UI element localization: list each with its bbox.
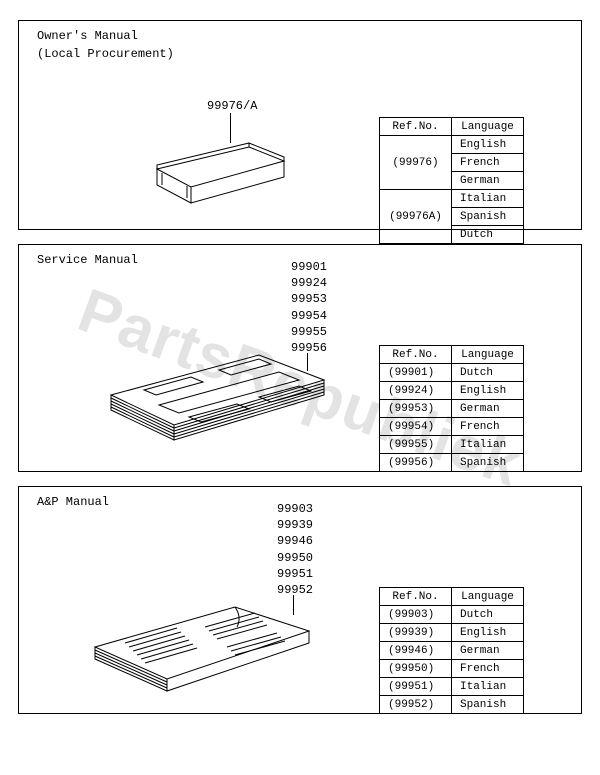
th-lang: Language [452,588,524,606]
panel-ap-manual: A&P Manual 99903 99939 99946 99950 99951… [18,486,582,714]
cell-lang: English [452,624,524,642]
title-line: A&P Manual [37,495,109,509]
cell-lang: Spanish [452,696,524,714]
cell-lang: French [452,418,524,436]
num: 99950 [277,551,313,565]
panel-service-manual: Service Manual 99901 99924 99953 99954 9… [18,244,582,472]
cell-ref: (99951) [380,678,452,696]
num: 99954 [291,309,327,323]
title-line: Service Manual [37,253,138,267]
th-lang: Language [452,346,524,364]
cell-ref: (99976A) [380,190,452,244]
open-book-drawing [87,599,322,707]
cell-ref: (99946) [380,642,452,660]
th-ref: Ref.No. [380,588,452,606]
cell-lang: Italian [452,678,524,696]
panel-title: A&P Manual [37,493,109,511]
panel-owners-manual: Owner's Manual (Local Procurement) 99976… [18,20,582,230]
leader-line [230,113,231,143]
ref-label: 99976/A [207,99,257,113]
closed-book-drawing [149,139,289,211]
cell-lang: Dutch [452,226,524,244]
ref-table-ap: Ref.No.Language (99903)Dutch (99939)Engl… [379,587,524,714]
cell-lang: Spanish [452,208,524,226]
cell-lang: Italian [452,436,524,454]
cell-lang: Dutch [452,606,524,624]
cell-ref: (99950) [380,660,452,678]
num: 99952 [277,583,313,597]
cell-lang: Dutch [452,364,524,382]
cell-lang: English [452,382,524,400]
cell-ref: (99956) [380,454,452,472]
cell-lang: French [452,660,524,678]
cell-lang: German [452,400,524,418]
th-ref: Ref.No. [380,118,452,136]
num: 99946 [277,534,313,548]
num: 99951 [277,567,313,581]
cell-lang: German [452,642,524,660]
numbers-column: 99903 99939 99946 99950 99951 99952 [277,501,313,598]
num: 99953 [291,292,327,306]
cell-ref: (99953) [380,400,452,418]
num: 99955 [291,325,327,339]
cell-lang: French [452,154,524,172]
num: 99956 [291,341,327,355]
cell-lang: German [452,172,524,190]
num: 99924 [291,276,327,290]
numbers-column: 99901 99924 99953 99954 99955 99956 [291,259,327,356]
cell-lang: English [452,136,524,154]
num: 99939 [277,518,313,532]
cell-lang: Spanish [452,454,524,472]
th-lang: Language [452,118,524,136]
ref-table-service: Ref.No.Language (99901)Dutch (99924)Engl… [379,345,524,472]
cell-ref: (99952) [380,696,452,714]
title-line: Owner's Manual [37,29,138,43]
title-line: (Local Procurement) [37,47,174,61]
cell-lang: Italian [452,190,524,208]
th-ref: Ref.No. [380,346,452,364]
num: 99901 [291,260,327,274]
service-book-drawing [99,345,339,465]
panel-title: Owner's Manual (Local Procurement) [37,27,174,63]
cell-ref: (99903) [380,606,452,624]
panel-title: Service Manual [37,251,138,269]
cell-ref: (99976) [380,136,452,190]
cell-ref: (99901) [380,364,452,382]
leader-line [307,353,308,371]
cell-ref: (99924) [380,382,452,400]
cell-ref: (99939) [380,624,452,642]
cell-ref: (99954) [380,418,452,436]
ref-table-owners: Ref.No.Language (99976)English French Ge… [379,117,524,244]
leader-line [293,595,294,615]
num: 99903 [277,502,313,516]
cell-ref: (99955) [380,436,452,454]
